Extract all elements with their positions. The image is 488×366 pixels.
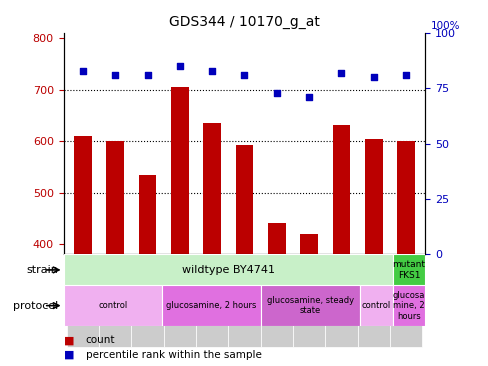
Point (240, 72, 248, 78)
Bar (67, 254, 99, 347)
Point (111, 72, 119, 78)
Bar (267, 224, 285, 366)
Point (305, 94, 312, 100)
Bar (162, 285, 261, 326)
Text: glucosa
mine, 2
hours: glucosa mine, 2 hours (392, 291, 424, 321)
Text: glucosamine, steady
state: glucosamine, steady state (266, 296, 353, 315)
Bar (131, 254, 163, 347)
Bar (171, 87, 188, 366)
Bar (106, 141, 124, 366)
Bar (325, 254, 357, 347)
Bar (235, 145, 253, 366)
Bar (196, 254, 228, 347)
Point (176, 63, 183, 69)
Text: ■: ■ (63, 335, 74, 346)
Bar (63, 285, 162, 326)
Text: ■: ■ (63, 350, 74, 360)
Text: protocol: protocol (13, 300, 59, 311)
Point (369, 74, 377, 80)
Bar (292, 254, 325, 347)
Point (208, 68, 216, 74)
Bar (203, 123, 221, 366)
Bar (139, 175, 156, 366)
Bar (332, 124, 349, 366)
Text: count: count (85, 335, 115, 346)
Bar (392, 285, 425, 326)
Text: percentile rank within the sample: percentile rank within the sample (85, 350, 261, 360)
Bar (389, 254, 421, 347)
Bar (300, 234, 317, 366)
Point (79, 68, 87, 74)
Bar (357, 254, 389, 347)
Bar (163, 254, 196, 347)
Text: control: control (98, 301, 127, 310)
Title: GDS344 / 10170_g_at: GDS344 / 10170_g_at (169, 15, 319, 29)
Bar (359, 285, 392, 326)
Text: mutant
FKS1: mutant FKS1 (392, 260, 425, 280)
Point (337, 70, 345, 76)
Y-axis label: 100%: 100% (430, 21, 459, 31)
Bar (99, 254, 131, 347)
Bar (261, 285, 359, 326)
Bar (74, 136, 92, 366)
Text: wildtype BY4741: wildtype BY4741 (181, 265, 274, 275)
Bar (260, 254, 292, 347)
Point (401, 72, 409, 78)
Bar (228, 254, 260, 347)
Point (272, 90, 280, 96)
Bar (392, 254, 425, 285)
Point (143, 72, 151, 78)
Text: glucosamine, 2 hours: glucosamine, 2 hours (166, 301, 256, 310)
Bar (396, 141, 414, 366)
Text: strain: strain (27, 265, 59, 275)
Text: control: control (361, 301, 390, 310)
Bar (364, 138, 382, 366)
